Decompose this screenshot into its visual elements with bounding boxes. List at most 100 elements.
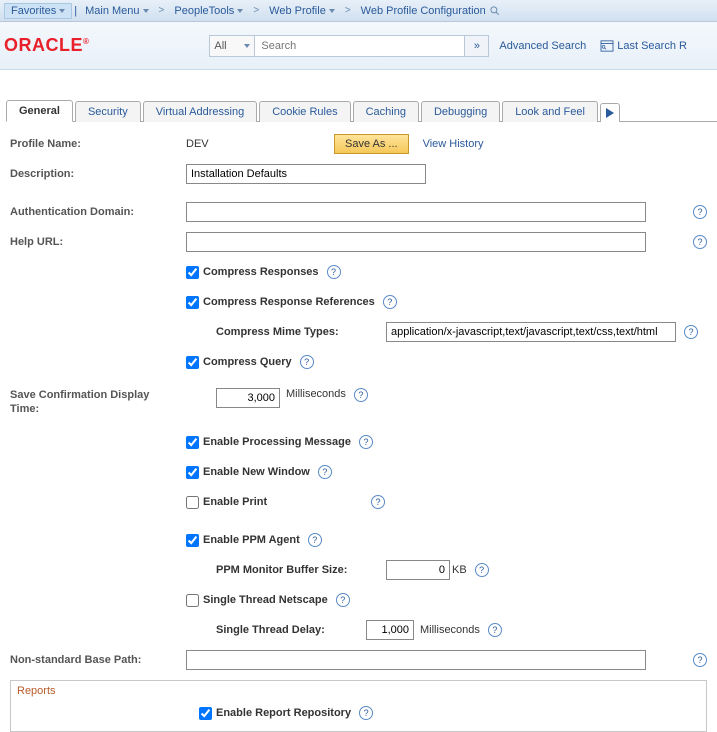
favorites-label: Favorites	[11, 5, 56, 17]
auth-domain-input[interactable]	[186, 202, 646, 222]
help-icon[interactable]: ?	[684, 325, 698, 339]
triangle-right-icon	[606, 108, 614, 118]
single-thread-netscape-checkbox[interactable]	[186, 594, 199, 607]
ppm-buffer-input[interactable]	[386, 560, 450, 580]
help-icon[interactable]: ?	[693, 205, 707, 219]
advanced-search-link[interactable]: Advanced Search	[499, 40, 586, 52]
help-icon[interactable]: ?	[318, 465, 332, 479]
auth-domain-label: Authentication Domain:	[10, 206, 186, 218]
main-menu[interactable]: Main Menu	[79, 3, 154, 19]
kb-label: KB	[452, 564, 467, 576]
main-menu-label: Main Menu	[85, 5, 139, 17]
compress-responses-label: Compress Responses	[203, 266, 319, 278]
help-icon[interactable]: ?	[383, 295, 397, 309]
enable-new-window-wrap: Enable New Window ?	[186, 465, 332, 479]
enable-new-window-checkbox[interactable]	[186, 466, 199, 479]
single-thread-netscape-label: Single Thread Netscape	[203, 594, 328, 606]
breadcrumb-web-profile[interactable]: Web Profile	[263, 3, 341, 19]
help-icon[interactable]: ?	[693, 653, 707, 667]
help-icon[interactable]: ?	[308, 533, 322, 547]
breadcrumb-web-profile-config[interactable]: Web Profile Configuration	[355, 3, 507, 19]
tab-cookie-rules[interactable]: Cookie Rules	[259, 101, 350, 122]
single-thread-delay-input[interactable]	[366, 620, 414, 640]
help-icon[interactable]: ?	[327, 265, 341, 279]
enable-print-label: Enable Print	[203, 496, 363, 508]
header-bar: ORACLE® All » Advanced Search Last Searc…	[0, 22, 717, 70]
breadcrumb-arrow-icon: >	[249, 5, 263, 16]
tab-security[interactable]: Security	[75, 101, 141, 122]
help-icon[interactable]: ?	[693, 235, 707, 249]
top-breadcrumb-bar: Favorites | Main Menu > PeopleTools > We…	[0, 0, 717, 22]
breadcrumb-label: PeopleTools	[174, 5, 234, 17]
breadcrumb-peopletools[interactable]: PeopleTools	[168, 3, 249, 19]
general-form: Profile Name: DEV Save As ... View Histo…	[0, 122, 717, 732]
last-search-results-link[interactable]: Last Search R	[600, 40, 687, 52]
results-icon	[600, 40, 614, 52]
search-scope-select[interactable]: All	[209, 35, 255, 57]
caret-down-icon	[244, 44, 250, 48]
compress-response-refs-label: Compress Response References	[203, 296, 375, 308]
tab-debugging[interactable]: Debugging	[421, 101, 500, 122]
caret-down-icon	[143, 9, 149, 13]
description-input[interactable]	[186, 164, 426, 184]
breadcrumb-label: Web Profile Configuration	[361, 5, 486, 17]
search-icon	[489, 5, 501, 17]
compress-mime-label: Compress Mime Types:	[216, 326, 386, 338]
enable-ppm-wrap: Enable PPM Agent ?	[186, 533, 322, 547]
enable-processing-checkbox[interactable]	[186, 436, 199, 449]
chevron-right-icon: »	[474, 40, 480, 52]
help-icon[interactable]: ?	[488, 623, 502, 637]
help-icon[interactable]: ?	[359, 706, 373, 720]
tab-virtual-addressing[interactable]: Virtual Addressing	[143, 101, 257, 122]
enable-print-checkbox[interactable]	[186, 496, 199, 509]
enable-processing-label: Enable Processing Message	[203, 436, 351, 448]
enable-report-repo-checkbox[interactable]	[199, 707, 212, 720]
help-url-label: Help URL:	[10, 236, 186, 248]
reports-heading: Reports	[11, 681, 706, 701]
tab-caching[interactable]: Caching	[353, 101, 419, 122]
breadcrumb-arrow-icon: >	[155, 5, 169, 16]
tab-scroll-right[interactable]	[600, 103, 620, 122]
compress-response-refs-checkbox[interactable]	[186, 296, 199, 309]
search-button[interactable]: »	[465, 35, 489, 57]
profile-name-value: DEV	[186, 138, 256, 150]
reports-groupbox: Reports Enable Report Repository ?	[10, 680, 707, 732]
enable-report-repo-wrap: Enable Report Repository ?	[199, 706, 373, 720]
help-icon[interactable]: ?	[354, 388, 368, 402]
help-icon[interactable]: ?	[336, 593, 350, 607]
save-as-button[interactable]: Save As ...	[334, 134, 409, 154]
help-icon[interactable]: ?	[300, 355, 314, 369]
search-input[interactable]	[255, 35, 465, 57]
enable-processing-wrap: Enable Processing Message ?	[186, 435, 373, 449]
compress-query-checkbox[interactable]	[186, 356, 199, 369]
help-icon[interactable]: ?	[371, 495, 385, 509]
breadcrumb-arrow-icon: >	[341, 5, 355, 16]
help-icon[interactable]: ?	[359, 435, 373, 449]
single-thread-netscape-wrap: Single Thread Netscape ?	[186, 593, 350, 607]
global-search: All » Advanced Search Last Search R	[209, 35, 687, 57]
enable-report-repo-label: Enable Report Repository	[216, 707, 351, 719]
help-url-input[interactable]	[186, 232, 646, 252]
nonstd-base-label: Non-standard Base Path:	[10, 654, 186, 666]
nonstd-base-input[interactable]	[186, 650, 646, 670]
tab-strip: General Security Virtual Addressing Cook…	[6, 98, 717, 122]
enable-ppm-label: Enable PPM Agent	[203, 534, 300, 546]
save-confirmation-input[interactable]	[216, 388, 280, 408]
enable-print-wrap: Enable Print ?	[186, 495, 385, 509]
last-search-label: Last Search R	[617, 40, 687, 52]
enable-new-window-label: Enable New Window	[203, 466, 310, 478]
caret-down-icon	[237, 9, 243, 13]
caret-down-icon	[329, 9, 335, 13]
description-label: Description:	[10, 168, 186, 180]
favorites-menu[interactable]: Favorites	[4, 3, 72, 19]
view-history-link[interactable]: View History	[423, 138, 484, 150]
compress-mime-input[interactable]	[386, 322, 676, 342]
compress-response-refs-wrap: Compress Response References ?	[186, 295, 397, 309]
oracle-logo: ORACLE®	[4, 35, 89, 56]
enable-ppm-checkbox[interactable]	[186, 534, 199, 547]
tab-general[interactable]: General	[6, 100, 73, 122]
compress-responses-wrap: Compress Responses ?	[186, 265, 341, 279]
help-icon[interactable]: ?	[475, 563, 489, 577]
compress-responses-checkbox[interactable]	[186, 266, 199, 279]
tab-look-and-feel[interactable]: Look and Feel	[502, 101, 598, 122]
